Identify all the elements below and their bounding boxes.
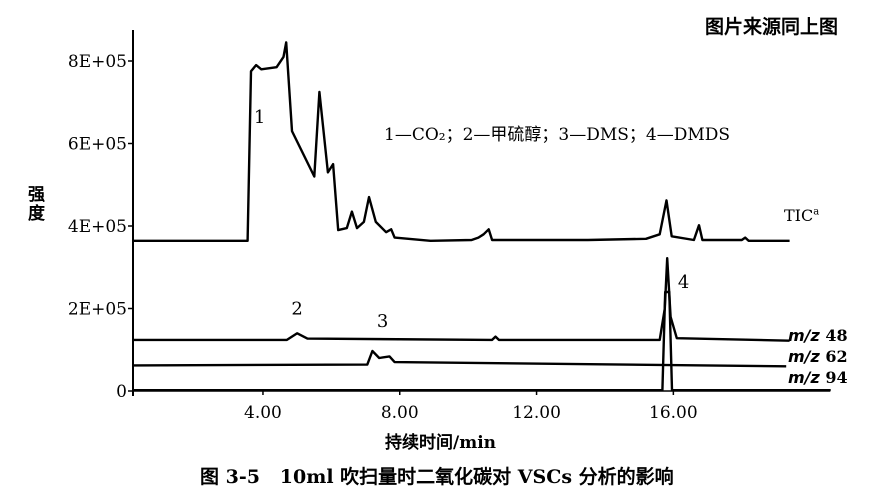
trace-m-z-62 <box>132 349 787 368</box>
x-tick-label: 4.00 <box>244 403 282 423</box>
peak-legend: 1—CO₂；2—甲硫醇；3—DMS；4—DMDS <box>384 125 731 145</box>
mz48-label: m/z 48 <box>788 326 848 345</box>
x-tick-label: 8.00 <box>381 403 419 423</box>
mz-value: 94 <box>825 368 848 387</box>
mz-value: 48 <box>825 326 848 345</box>
trace-tic <box>133 41 790 243</box>
mz62-label: m/z 62 <box>788 347 848 366</box>
peak-label: 2 <box>291 299 302 320</box>
y-tick-label: 6E+05 <box>68 135 127 155</box>
tic-label: TICa <box>784 206 819 225</box>
x-tick-label: 16.00 <box>649 403 698 423</box>
peak-label: 4 <box>678 272 689 293</box>
y-tick-label: 8E+05 <box>68 52 127 72</box>
x-axis-label: 持续时间/min <box>385 433 497 453</box>
y-tick-label: 4E+05 <box>68 217 127 237</box>
trace-m-z-94 <box>133 290 831 392</box>
mz-prefix: m/z <box>788 368 820 387</box>
mz-prefix: m/z <box>788 347 820 366</box>
mz94-label: m/z 94 <box>788 368 848 387</box>
source-note: 图片来源同上图 <box>704 16 838 38</box>
tic-superscript: a <box>813 206 820 218</box>
y-axis-label: 强度 <box>24 185 44 223</box>
mz-value: 62 <box>825 347 848 366</box>
y-tick-label: 2E+05 <box>68 300 127 320</box>
peak-label: 3 <box>377 311 388 332</box>
peak-label: 1 <box>254 107 265 128</box>
tic-text: TIC <box>784 206 814 225</box>
y-tick-label: 0 <box>116 382 127 402</box>
figure-caption: 图 3-5 10ml 吹扫量时二氧化碳对 VSCs 分析的影响 <box>200 466 674 488</box>
x-tick-label: 12.00 <box>512 403 561 423</box>
mz-prefix: m/z <box>788 326 820 345</box>
trace-m-z-48 <box>133 257 790 342</box>
